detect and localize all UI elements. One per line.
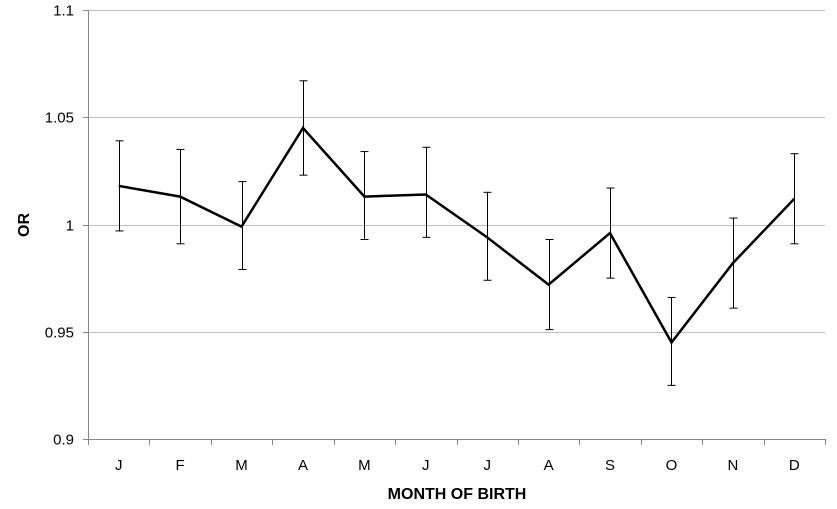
x-tick-label: A <box>298 457 308 474</box>
x-tick-label: J <box>483 457 491 474</box>
y-tick-labels: 0.9 0.95 1 1.05 1.1 <box>45 3 74 449</box>
x-axis-title: MONTH OF BIRTH <box>388 486 527 503</box>
x-tick-label: F <box>176 457 185 474</box>
y-tick-label: 1 <box>66 218 74 235</box>
x-tick-label: J <box>115 457 123 474</box>
x-tick-label: M <box>358 457 371 474</box>
x-tick-label: N <box>727 457 738 474</box>
y-tick-label: 0.95 <box>45 325 74 342</box>
y-tick-label: 1.1 <box>53 3 74 20</box>
axes <box>83 10 826 445</box>
x-tick-label: S <box>605 457 615 474</box>
x-tick-label: O <box>666 457 678 474</box>
x-tick-label: A <box>544 457 554 474</box>
x-tick-label: M <box>235 457 248 474</box>
x-tick-label: D <box>789 457 800 474</box>
y-tick-label: 1.05 <box>45 110 74 127</box>
gridlines <box>88 10 825 333</box>
error-bars <box>115 80 799 386</box>
x-tick-label: J <box>422 457 430 474</box>
y-tick-label: 0.9 <box>53 432 74 449</box>
series-line <box>118 125 796 345</box>
series-polyline <box>118 125 796 345</box>
y-axis-title: OR <box>16 213 33 237</box>
